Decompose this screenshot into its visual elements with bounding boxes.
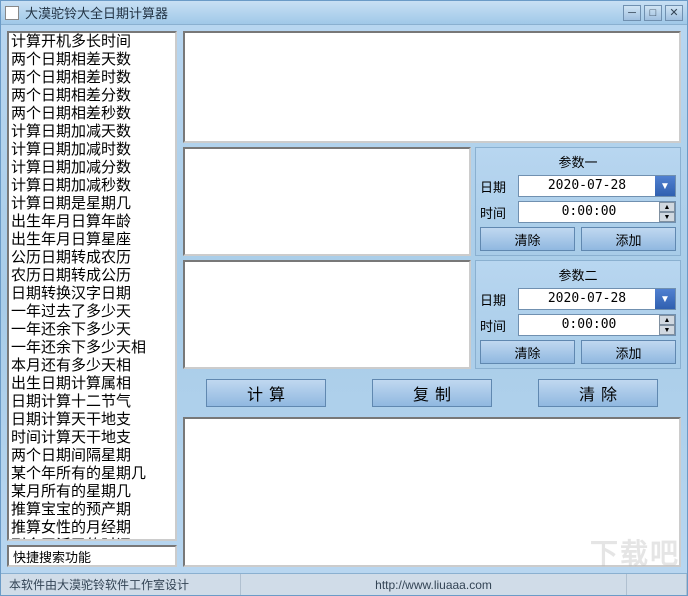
param2-time-label: 时间 [480, 316, 514, 335]
list-item[interactable]: 出生年月日算年龄 [9, 213, 175, 231]
param1-time-down[interactable]: ▼ [659, 212, 675, 222]
action-row: 计算 复制 清除 [183, 373, 681, 413]
param2-clear-button[interactable]: 清除 [480, 340, 575, 364]
list-item[interactable]: 推算女性的月经期 [9, 519, 175, 537]
param2-time-field[interactable]: 0:00:00 ▲ ▼ [518, 314, 676, 336]
list-item[interactable]: 出生年月日算星座 [9, 231, 175, 249]
main-window: 大漠驼铃大全日期计算器 ─ □ ✕ 计算开机多长时间两个日期相差天数两个日期相差… [0, 0, 688, 596]
list-item[interactable]: 出生日期计算属相 [9, 375, 175, 393]
description-textarea-2[interactable] [183, 260, 471, 369]
list-item[interactable]: 两个日期间隔星期 [9, 447, 175, 465]
copy-button[interactable]: 复制 [372, 379, 492, 407]
param1-date-field[interactable]: 2020-07-28 ▼ [518, 175, 676, 197]
param2-time-up[interactable]: ▲ [659, 315, 675, 325]
list-item[interactable]: 某个年所有的星期几 [9, 465, 175, 483]
list-item[interactable]: 日期转换汉字日期 [9, 285, 175, 303]
calculate-button[interactable]: 计算 [206, 379, 326, 407]
param1-add-button[interactable]: 添加 [581, 227, 676, 251]
param1-time-value: 0:00:00 [519, 202, 659, 222]
param2-time-value: 0:00:00 [519, 315, 659, 335]
param2-date-value: 2020-07-28 [519, 289, 655, 309]
list-item[interactable]: 计算开机多长时间 [9, 33, 175, 51]
param2-add-button[interactable]: 添加 [581, 340, 676, 364]
list-item[interactable]: 一年还余下多少天相 [9, 339, 175, 357]
list-item[interactable]: 两个日期相差秒数 [9, 105, 175, 123]
status-spacer [627, 574, 687, 595]
list-item[interactable]: 计算日期加减时数 [9, 141, 175, 159]
param1-date-label: 日期 [480, 177, 514, 196]
list-item[interactable]: 计算日期是星期几 [9, 195, 175, 213]
list-item[interactable]: 日期计算十二节气 [9, 393, 175, 411]
list-item[interactable]: 一年还余下多少天 [9, 321, 175, 339]
param-group-1: 参数一 日期 2020-07-28 ▼ 时间 0:00:00 [475, 147, 681, 256]
function-listbox[interactable]: 计算开机多长时间两个日期相差天数两个日期相差时数两个日期相差分数两个日期相差秒数… [7, 31, 177, 541]
input-textarea[interactable] [183, 31, 681, 143]
list-item[interactable]: 日期计算天干地支 [9, 411, 175, 429]
param2-date-label: 日期 [480, 290, 514, 309]
param1-clear-button[interactable]: 清除 [480, 227, 575, 251]
content-area: 计算开机多长时间两个日期相差天数两个日期相差时数两个日期相差分数两个日期相差秒数… [1, 25, 687, 573]
app-icon [5, 6, 19, 20]
param1-time-field[interactable]: 0:00:00 ▲ ▼ [518, 201, 676, 223]
maximize-button[interactable]: □ [644, 5, 662, 21]
description-textarea-1[interactable] [183, 147, 471, 256]
parameter-column: 参数一 日期 2020-07-28 ▼ 时间 0:00:00 [475, 147, 681, 369]
status-url: http://www.liuaaa.com [241, 574, 627, 595]
left-panel: 计算开机多长时间两个日期相差天数两个日期相差时数两个日期相差分数两个日期相差秒数… [7, 31, 177, 567]
param1-time-up[interactable]: ▲ [659, 202, 675, 212]
list-item[interactable]: 某月所有的星期几 [9, 483, 175, 501]
param2-time-down[interactable]: ▼ [659, 325, 675, 335]
list-item[interactable]: 推算宝宝的预产期 [9, 501, 175, 519]
param1-date-value: 2020-07-28 [519, 176, 655, 196]
param1-date-dropdown-icon[interactable]: ▼ [655, 176, 675, 196]
param1-title: 参数一 [480, 152, 676, 171]
list-item[interactable]: 到今天活了的时间 [9, 537, 175, 541]
list-item[interactable]: 两个日期相差时数 [9, 69, 175, 87]
list-item[interactable]: 农历日期转成公历 [9, 267, 175, 285]
param-group-2: 参数二 日期 2020-07-28 ▼ 时间 0:00:00 [475, 260, 681, 369]
param2-date-field[interactable]: 2020-07-28 ▼ [518, 288, 676, 310]
search-input[interactable] [7, 545, 177, 567]
clear-all-button[interactable]: 清除 [538, 379, 658, 407]
list-item[interactable]: 公历日期转成农历 [9, 249, 175, 267]
list-item[interactable]: 计算日期加减秒数 [9, 177, 175, 195]
list-item[interactable]: 一年过去了多少天 [9, 303, 175, 321]
param1-time-label: 时间 [480, 203, 514, 222]
result-textarea[interactable] [183, 417, 681, 567]
right-panel: 参数一 日期 2020-07-28 ▼ 时间 0:00:00 [183, 31, 681, 567]
list-item[interactable]: 计算日期加减天数 [9, 123, 175, 141]
list-item[interactable]: 时间计算天干地支 [9, 429, 175, 447]
status-credit: 本软件由大漠驼铃软件工作室设计 [1, 574, 241, 595]
close-button[interactable]: ✕ [665, 5, 683, 21]
list-item[interactable]: 本月还有多少天相 [9, 357, 175, 375]
minimize-button[interactable]: ─ [623, 5, 641, 21]
param2-title: 参数二 [480, 265, 676, 284]
list-item[interactable]: 计算日期加减分数 [9, 159, 175, 177]
list-item[interactable]: 两个日期相差分数 [9, 87, 175, 105]
list-item[interactable]: 两个日期相差天数 [9, 51, 175, 69]
titlebar[interactable]: 大漠驼铃大全日期计算器 ─ □ ✕ [1, 1, 687, 25]
param2-date-dropdown-icon[interactable]: ▼ [655, 289, 675, 309]
window-title: 大漠驼铃大全日期计算器 [25, 3, 623, 22]
statusbar: 本软件由大漠驼铃软件工作室设计 http://www.liuaaa.com [1, 573, 687, 595]
